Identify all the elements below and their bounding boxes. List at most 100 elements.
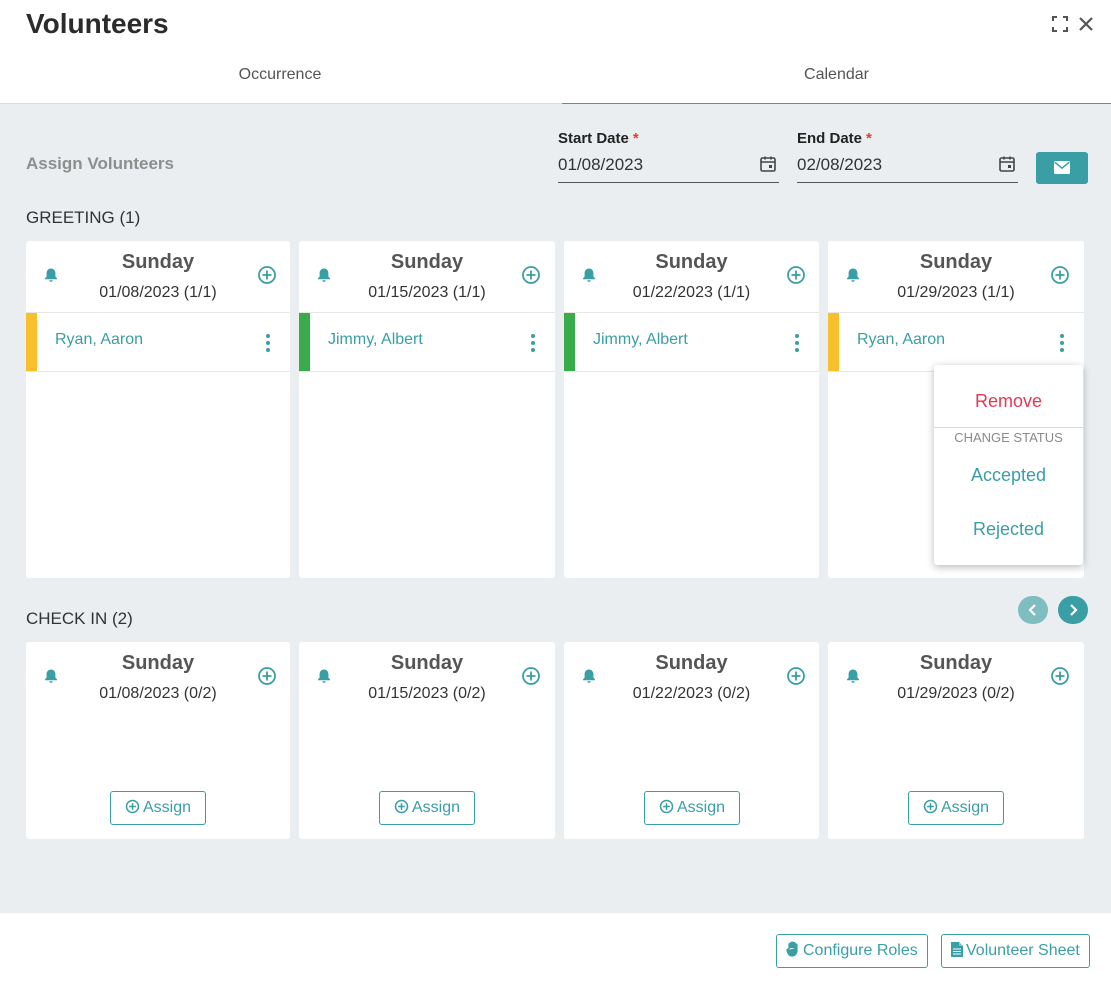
card-date: 01/22/2023 (1/1) — [632, 284, 751, 301]
section-title-greeting: GREETING (1) — [26, 208, 141, 227]
volunteer-row[interactable]: Ryan, Aaron — [26, 313, 290, 372]
card-day: Sunday — [121, 652, 195, 674]
bell-icon[interactable] — [43, 267, 59, 283]
plus-circle-icon[interactable] — [786, 265, 806, 285]
bell-icon[interactable] — [316, 267, 332, 283]
end-date-field[interactable]: 02/08/2023 — [797, 153, 1018, 183]
kebab-icon[interactable] — [264, 333, 272, 353]
plus-circle-icon[interactable] — [257, 666, 277, 686]
assign-button[interactable]: Assign — [908, 791, 1004, 825]
day-card: Sunday 01/08/2023 (0/2) Assign — [26, 642, 290, 839]
status-bar — [564, 313, 575, 371]
tab-calendar[interactable]: Calendar — [562, 50, 1111, 105]
volunteer-name: Jimmy, Albert — [593, 331, 688, 348]
volunteer-name: Jimmy, Albert — [328, 331, 423, 348]
status-bar — [26, 313, 37, 371]
rejected-menu-item[interactable]: Rejected — [972, 519, 1045, 539]
configure-roles-label: Configure Roles — [803, 942, 918, 959]
volunteer-row[interactable]: Jimmy, Albert — [564, 313, 819, 372]
plus-circle-icon[interactable] — [521, 666, 541, 686]
bell-icon[interactable] — [43, 668, 59, 684]
volunteer-name: Ryan, Aaron — [55, 331, 144, 348]
assign-label: Assign — [411, 799, 461, 816]
start-date-field[interactable]: 01/08/2023 — [558, 153, 779, 183]
assign-button[interactable]: Assign — [644, 791, 740, 825]
accepted-menu-item[interactable]: Accepted — [970, 465, 1047, 485]
card-day: Sunday — [655, 251, 728, 273]
change-status-heading: CHANGE STATUS — [954, 430, 1063, 445]
assign-label: Assign — [676, 799, 726, 816]
volunteer-context-menu: Remove CHANGE STATUS Accepted Rejected — [934, 365, 1083, 565]
kebab-icon[interactable] — [1058, 333, 1066, 353]
assign-label: Assign — [940, 799, 990, 816]
dialog-title: Volunteers — [26, 8, 169, 39]
kebab-icon[interactable] — [793, 333, 801, 353]
status-bar — [299, 313, 310, 371]
card-day: Sunday — [390, 652, 464, 674]
bell-icon[interactable] — [845, 668, 861, 684]
volunteer-sheet-label: Volunteer Sheet — [966, 942, 1080, 959]
card-date: 01/08/2023 (1/1) — [99, 284, 217, 301]
card-date: 01/22/2023 (0/2) — [632, 685, 751, 702]
remove-menu-item[interactable]: Remove — [974, 391, 1043, 411]
configure-roles-button[interactable]: Configure Roles — [776, 934, 928, 968]
bell-icon[interactable] — [316, 668, 332, 684]
bell-icon[interactable] — [581, 267, 597, 283]
plus-circle-icon[interactable] — [786, 666, 806, 686]
card-day: Sunday — [121, 251, 195, 273]
assign-label: Assign — [142, 799, 192, 816]
kebab-icon[interactable] — [529, 333, 537, 353]
calendar-icon[interactable] — [759, 155, 777, 173]
next-button[interactable] — [1058, 596, 1088, 624]
day-card: Sunday 01/08/2023 (1/1) Ryan, Aaron — [26, 241, 290, 578]
card-date: 01/29/2023 (1/1) — [897, 284, 1015, 301]
plus-circle-icon[interactable] — [521, 265, 541, 285]
card-date: 01/15/2023 (1/1) — [368, 284, 486, 301]
calendar-icon[interactable] — [998, 155, 1016, 173]
email-button[interactable] — [1036, 152, 1088, 184]
day-card: Sunday 01/29/2023 (0/2) Assign — [828, 642, 1084, 839]
required-mark: * — [866, 130, 872, 147]
bell-icon[interactable] — [581, 668, 597, 684]
card-date: 01/29/2023 (0/2) — [897, 685, 1015, 702]
status-bar — [828, 313, 839, 371]
assign-button[interactable]: Assign — [379, 791, 475, 825]
chevron-left-icon — [1028, 604, 1036, 616]
day-card: Sunday 01/15/2023 (1/1) Jimmy, Albert — [299, 241, 555, 578]
section-title-check-in: CHECK IN (2) — [26, 609, 133, 628]
day-card: Sunday 01/15/2023 (0/2) Assign — [299, 642, 555, 839]
dialog-header: Volunteers — [0, 0, 1111, 50]
assign-volunteers-title: Assign Volunteers — [26, 154, 174, 173]
volunteer-row[interactable]: Jimmy, Albert — [299, 313, 555, 372]
start-date-label: Start Date — [558, 130, 629, 147]
expand-icon[interactable] — [1050, 14, 1070, 34]
card-day: Sunday — [919, 652, 993, 674]
card-date: 01/08/2023 (0/2) — [99, 685, 217, 702]
volunteer-name: Ryan, Aaron — [857, 331, 946, 348]
dialog-footer: Configure Roles Volunteer Sheet — [0, 913, 1111, 984]
close-icon[interactable] — [1076, 14, 1096, 34]
previous-button[interactable] — [1018, 596, 1048, 624]
card-day: Sunday — [655, 652, 728, 674]
card-date: 01/15/2023 (0/2) — [368, 685, 486, 702]
volunteer-row[interactable]: Ryan, Aaron — [828, 313, 1084, 372]
volunteer-sheet-button[interactable]: Volunteer Sheet — [941, 934, 1090, 968]
envelope-icon — [1054, 161, 1070, 174]
calendar-panel: Assign Volunteers Start Date * 01/08/2023… — [0, 104, 1111, 913]
card-day: Sunday — [390, 251, 464, 273]
plus-circle-icon — [923, 799, 938, 814]
end-date-value: 02/08/2023 — [797, 155, 883, 174]
tab-occurrence[interactable]: Occurrence — [238, 66, 322, 83]
day-card: Sunday 01/22/2023 (0/2) Assign — [564, 642, 819, 839]
assign-button[interactable]: Assign — [110, 791, 206, 825]
start-date-value: 01/08/2023 — [558, 155, 644, 174]
required-mark: * — [632, 130, 639, 147]
bell-icon[interactable] — [845, 267, 861, 283]
plus-circle-icon[interactable] — [1050, 666, 1070, 686]
start-date-group: Start Date * 01/08/2023 — [558, 130, 779, 183]
plus-circle-icon[interactable] — [257, 265, 277, 285]
day-card: Sunday 01/22/2023 (1/1) Jimmy, Albert — [564, 241, 819, 578]
hand-icon — [786, 941, 798, 957]
plus-circle-icon[interactable] — [1050, 265, 1070, 285]
plus-circle-icon — [659, 799, 674, 814]
